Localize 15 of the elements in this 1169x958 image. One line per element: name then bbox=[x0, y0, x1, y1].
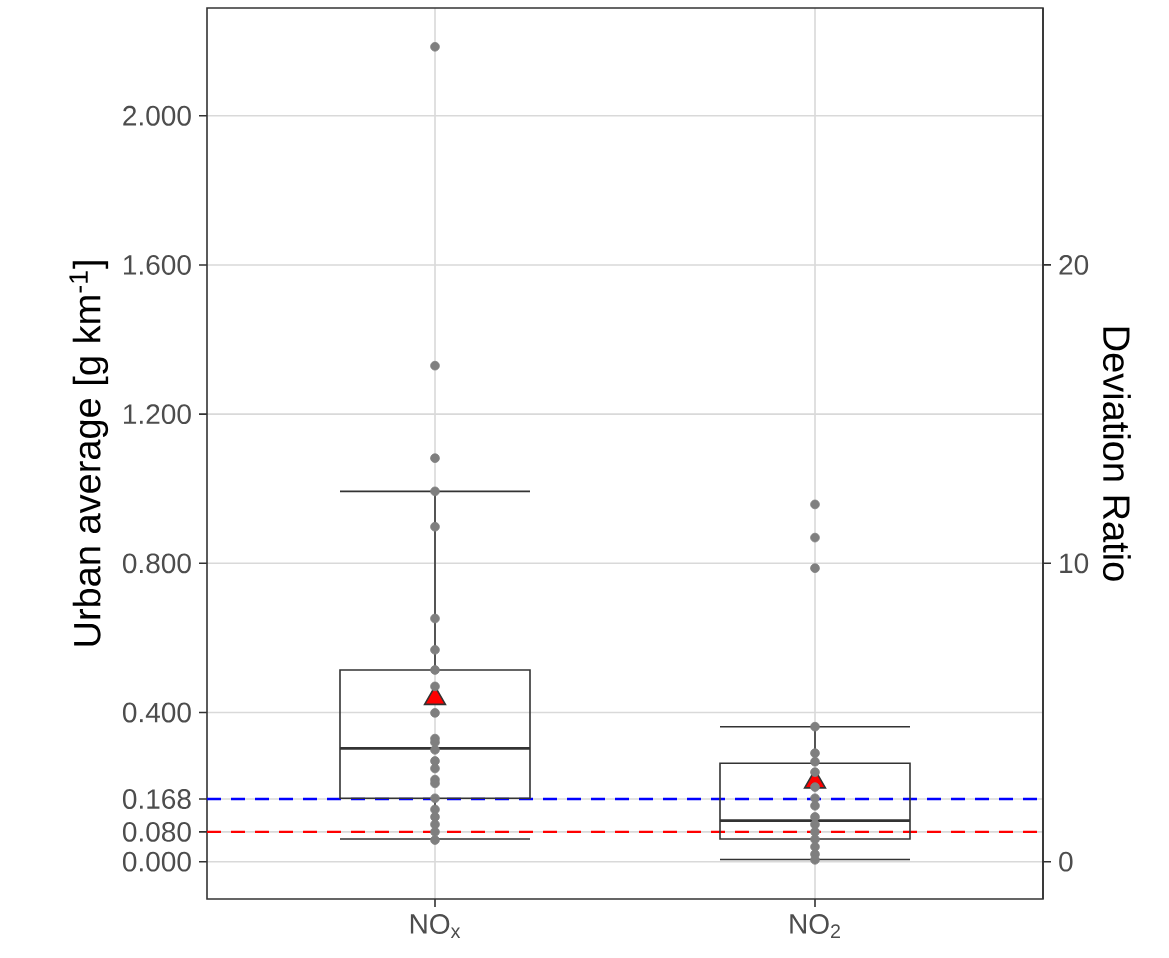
y-tick-label: 0.000 bbox=[122, 851, 191, 872]
y-tick-label: 2.000 bbox=[123, 105, 191, 126]
y-tick-label: 0.800 bbox=[122, 553, 191, 574]
y-tick-label: 1.200 bbox=[124, 404, 191, 425]
x-tick-label: NO$_{x}$ bbox=[410, 914, 461, 938]
y-tick-label: 0.080 bbox=[122, 821, 191, 842]
y-tick-label: 1.600 bbox=[124, 255, 191, 275]
y-axis-title: Urban average [g km$^{-1}$] bbox=[69, 261, 109, 646]
x-tick-label: NO$_{2}$ bbox=[790, 914, 840, 938]
y2-axis-title: Deviation Ratio bbox=[1102, 327, 1131, 581]
y2-tick-label: 0 bbox=[1059, 851, 1073, 872]
y-tick-label: 0.168 bbox=[122, 789, 191, 809]
y2-tick-label: 20 bbox=[1059, 254, 1089, 275]
y-tick-label: 0.400 bbox=[122, 702, 191, 723]
y2-tick-label: 10 bbox=[1060, 553, 1089, 574]
